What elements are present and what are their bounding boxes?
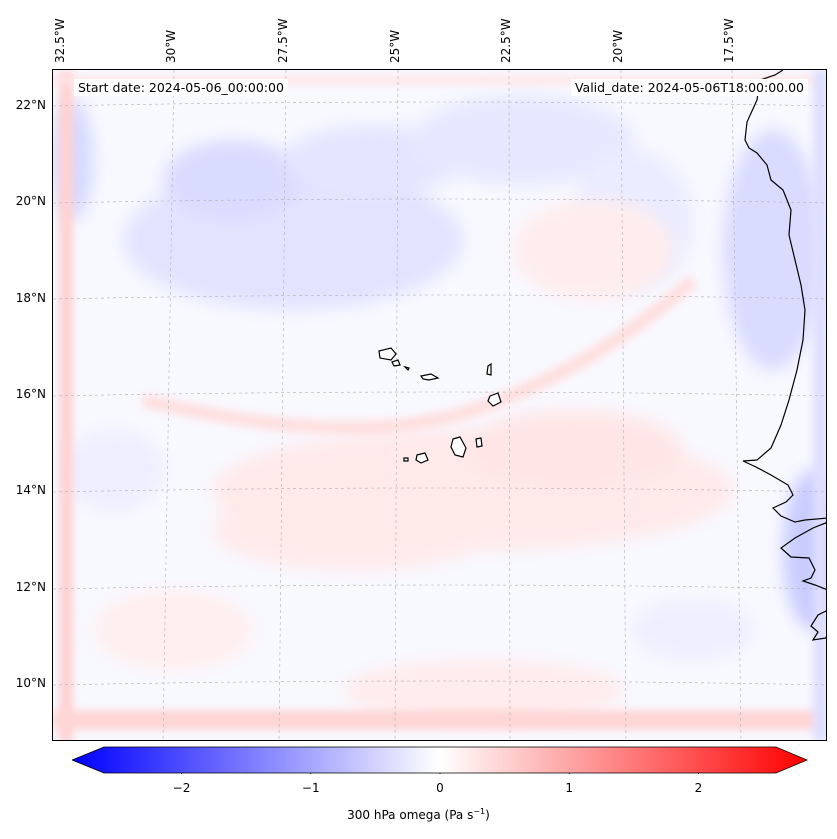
- lon-label-27-5w: 27.5°W: [276, 18, 290, 63]
- colorbar-tick-label: 2: [694, 781, 703, 795]
- colorbar-gradient: [72, 746, 808, 774]
- lon-label-32-5w: 32.5°W: [53, 18, 67, 63]
- lat-label-12n: 12°N: [15, 580, 46, 594]
- lon-label-17-5w: 17.5°W: [722, 18, 736, 63]
- valid-date-label: Valid_date: 2024-05-06T18:00:00.00: [570, 79, 808, 96]
- omega-field-map: [53, 70, 826, 740]
- lon-label-22-5w: 22.5°W: [499, 18, 513, 63]
- colorbar-tick-label: −2: [172, 781, 191, 795]
- colorbar-tick-label: 0: [436, 781, 444, 795]
- lat-label-16n: 16°N: [15, 387, 46, 401]
- lat-label-14n: 14°N: [15, 483, 46, 497]
- cape-verde-islands: [378, 347, 502, 464]
- lon-label-25w: 25°W: [388, 29, 402, 63]
- map-panel: [52, 69, 827, 741]
- start-date-label: Start date: 2024-05-06_00:00:00: [74, 79, 288, 96]
- graticule: [53, 70, 826, 740]
- diagonal-band: [141, 274, 698, 435]
- positive-omega-areas: [93, 200, 733, 720]
- boundary-artifacts: [53, 70, 826, 740]
- colorbar-tick-label: −1: [301, 781, 320, 795]
- lon-label-20w: 20°W: [611, 29, 625, 63]
- african-coastline: [742, 70, 826, 641]
- colorbar-label: 300 hPa omega (Pa s−1): [347, 807, 490, 822]
- lat-label-20n: 20°N: [15, 194, 46, 208]
- lat-label-22n: 22°N: [15, 98, 46, 112]
- lat-label-18n: 18°N: [15, 291, 46, 305]
- omega-colorbar: [72, 746, 808, 774]
- colorbar-tick-label: 1: [565, 781, 574, 795]
- lat-label-10n: 10°N: [15, 676, 46, 690]
- lon-label-30w: 30°W: [164, 29, 178, 63]
